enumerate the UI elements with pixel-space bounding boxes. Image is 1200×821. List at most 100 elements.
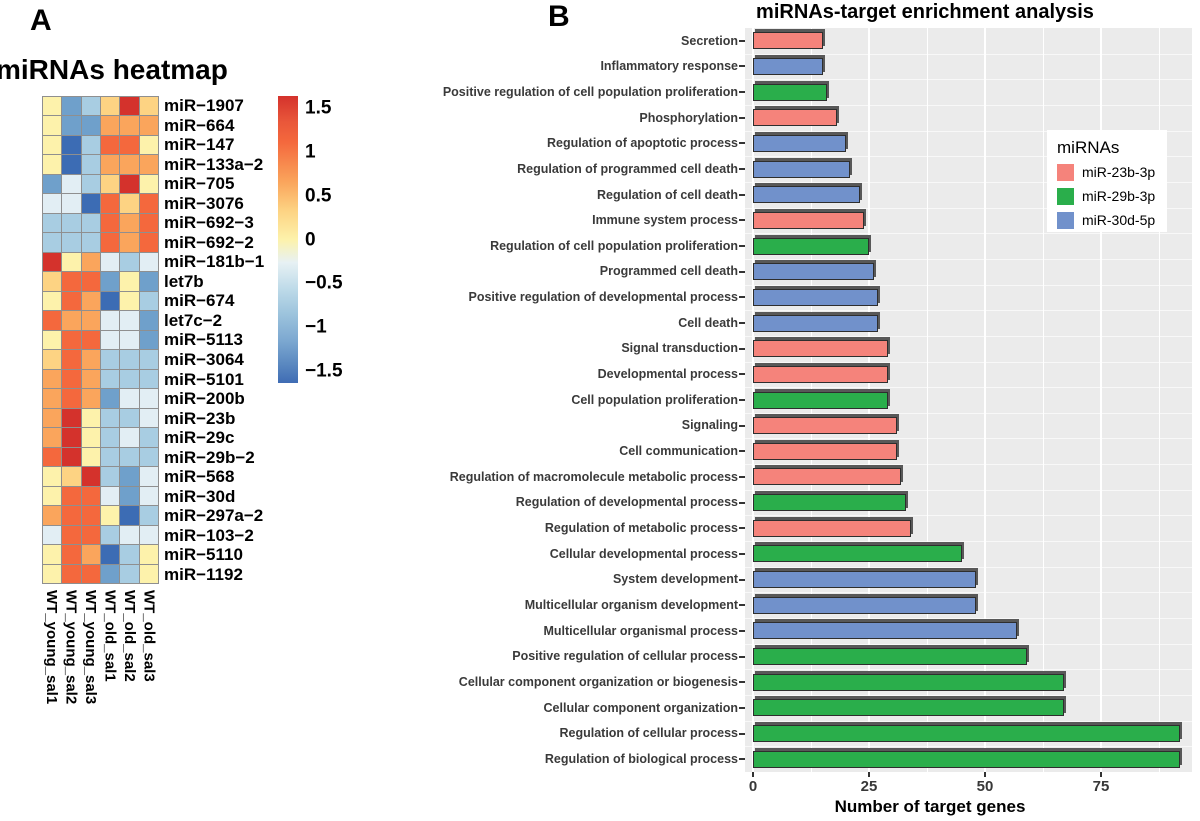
heatmap-cell: [62, 272, 81, 291]
heatmap-row-label: miR−5101: [164, 369, 244, 389]
heatmap-row-label: miR−692−2: [164, 232, 254, 252]
bar: [753, 340, 888, 358]
heatmap-cell: [62, 155, 81, 174]
heatmap-cell: [101, 408, 120, 428]
heatmap-cell: [81, 486, 100, 506]
gridline-horizontal: [745, 335, 1192, 337]
heatmap-cell: [81, 389, 100, 408]
x-axis-tick: [984, 772, 986, 777]
heatmap-cell: [62, 97, 81, 116]
legend-item: miR-29b-3p: [1057, 186, 1155, 206]
heatmap-cell: [139, 506, 158, 525]
heatmap-cell: [62, 447, 81, 467]
category-label: Regulation of apoptotic process: [547, 136, 738, 151]
heatmap-cell: [81, 428, 100, 447]
heatmap-row-label: miR−568: [164, 467, 235, 487]
gridline-horizontal: [745, 489, 1192, 491]
gridline-horizontal: [745, 207, 1192, 209]
heatmap-row-label: miR−5113: [164, 330, 243, 350]
gridline-horizontal: [745, 515, 1192, 517]
heatmap-cell: [43, 389, 62, 408]
gridline-horizontal: [745, 412, 1192, 414]
category-label: Regulation of biological process: [544, 751, 738, 766]
bar: [753, 442, 897, 460]
category-label: Regulation of macromolecule metabolic pr…: [449, 469, 738, 484]
heatmap-cell: [43, 564, 62, 583]
gridline-horizontal: [745, 310, 1192, 312]
heatmap-cell: [101, 564, 120, 583]
heatmap-cell: [101, 233, 120, 252]
category-label: Positive regulation of cell population p…: [442, 84, 738, 99]
y-axis-tick: [739, 681, 745, 684]
x-axis-tick-label: 0: [748, 778, 758, 795]
colorbar-tick-label: 0: [305, 229, 316, 251]
legend-swatch: [1057, 163, 1074, 181]
heatmap-row-label: miR−200b: [164, 389, 245, 409]
heatmap-cell: [120, 447, 139, 467]
heatmap-cell: [62, 525, 81, 545]
heatmap-cell: [120, 272, 139, 291]
heatmap-cell: [120, 330, 139, 350]
heatmap-cell: [62, 252, 81, 272]
legend-label: miR-29b-3p: [1082, 188, 1156, 204]
heatmap-col-label: WT_old_sal1: [101, 590, 119, 682]
colorbar-tick-label: −0.5: [305, 272, 343, 294]
heatmap-cell: [101, 272, 120, 291]
heatmap-cell: [43, 369, 62, 389]
heatmap-cell: [62, 233, 81, 252]
heatmap-cell: [43, 155, 62, 174]
colorbar-tick-label: −1.5: [305, 360, 343, 382]
heatmap-cell: [139, 291, 158, 311]
heatmap-row-label: miR−674: [164, 291, 235, 311]
heatmap-cell: [120, 135, 139, 155]
bar: [753, 57, 823, 75]
heatmap-cell: [120, 213, 139, 233]
heatmap-cell: [139, 194, 158, 213]
gridline-horizontal: [745, 130, 1192, 132]
heatmap-cell: [43, 486, 62, 506]
heatmap-cell: [81, 369, 100, 389]
heatmap-cell: [62, 116, 81, 135]
heatmap-row-label: miR−133a−2: [164, 154, 264, 174]
heatmap-col-labels: WT_young_sal1 WT_young_sal2 WT_young_sal3 W…: [42, 590, 162, 755]
x-axis-tick: [1100, 772, 1102, 777]
heatmap-row-label: let7b: [164, 271, 204, 291]
heatmap-cell: [62, 330, 81, 350]
heatmap-cell: [101, 486, 120, 506]
legend-title: miRNAs: [1057, 138, 1120, 157]
heatmap-cell: [62, 174, 81, 194]
gridline-horizontal: [745, 695, 1192, 697]
heatmap-cell: [139, 350, 158, 369]
bar: [753, 186, 860, 204]
gridline-major-vertical: [1100, 28, 1102, 772]
x-axis-tick: [752, 772, 754, 777]
heatmap-row-label: miR−297a−2: [164, 506, 264, 526]
gridline-major-vertical: [984, 28, 986, 772]
heatmap-cell: [120, 389, 139, 408]
heatmap-cell: [120, 311, 139, 330]
legend-swatch: [1057, 211, 1074, 229]
gridline-horizontal: [745, 669, 1192, 671]
heatmap-row-label: miR−29c: [164, 428, 235, 448]
heatmap-cell: [81, 330, 100, 350]
category-label: Cellular component organization or bioge…: [458, 674, 738, 689]
heatmap-title: miRNAs heatmap: [0, 54, 228, 85]
gridline-horizontal: [745, 541, 1192, 543]
bar: [753, 750, 1180, 768]
heatmap-cell: [62, 194, 81, 213]
category-label: Programmed cell death: [599, 264, 738, 279]
y-axis-tick: [739, 399, 745, 401]
heatmap-cell: [43, 97, 62, 116]
bar: [753, 160, 851, 178]
y-axis-tick: [739, 322, 745, 325]
heatmap-cell: [81, 272, 100, 291]
category-label: Cell population proliferation: [571, 392, 738, 407]
heatmap-cell: [139, 545, 158, 564]
y-axis-tick: [739, 270, 745, 273]
heatmap-cell: [43, 272, 62, 291]
legend-label: miR-30d-5p: [1082, 212, 1156, 228]
heatmap-cell: [139, 525, 158, 545]
heatmap-cell: [62, 213, 81, 233]
heatmap-col-label: WT_young_sal2: [62, 590, 80, 705]
